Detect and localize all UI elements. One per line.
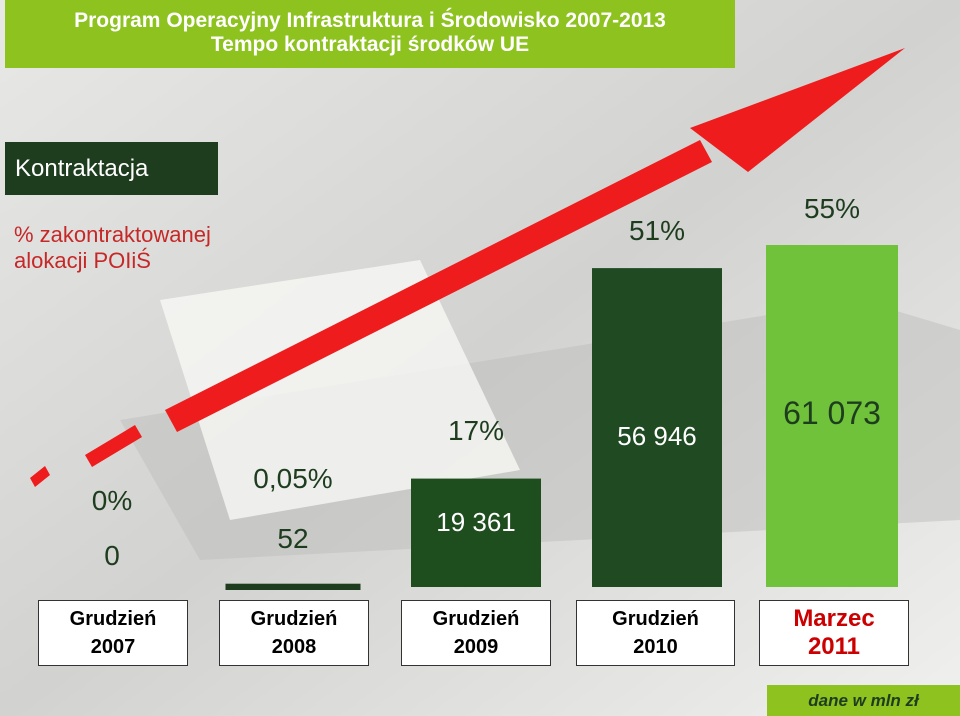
percent-label: 0,05%: [253, 463, 332, 494]
title-line: Program Operacyjny Infrastruktura i Środ…: [74, 9, 666, 32]
percent-label: 55%: [804, 193, 860, 224]
title: Program Operacyjny Infrastruktura i Środ…: [5, 0, 735, 68]
category-label: Grudzień 2010: [576, 600, 735, 666]
bar: [411, 478, 541, 587]
percent-label: 51%: [629, 215, 685, 246]
unit-note: dane w mln zł: [767, 685, 960, 716]
bar: [766, 245, 898, 587]
bar: [592, 268, 722, 587]
title-line: Tempo kontraktacji środków UE: [210, 33, 530, 56]
category-label: Grudzień 2007: [38, 600, 188, 666]
value-label: 0: [104, 540, 120, 571]
value-label: 19 361: [436, 507, 516, 537]
category-label: Grudzień 2008: [219, 600, 369, 666]
category-label: Grudzień 2009: [401, 600, 551, 666]
trend-arrow: [30, 48, 905, 487]
value-label: 61 073: [783, 395, 881, 431]
photo-paper: [160, 260, 520, 520]
percent-label: 0%: [92, 485, 132, 516]
category-label: Marzec 2011: [759, 600, 909, 666]
value-label: 56 946: [617, 421, 697, 451]
percent-label: 17%: [448, 415, 504, 446]
section-label: Kontraktacja: [5, 142, 218, 195]
percent-caption: % zakontraktowanej alokacji POIiŚ: [14, 222, 211, 273]
value-label: 52: [277, 523, 308, 554]
